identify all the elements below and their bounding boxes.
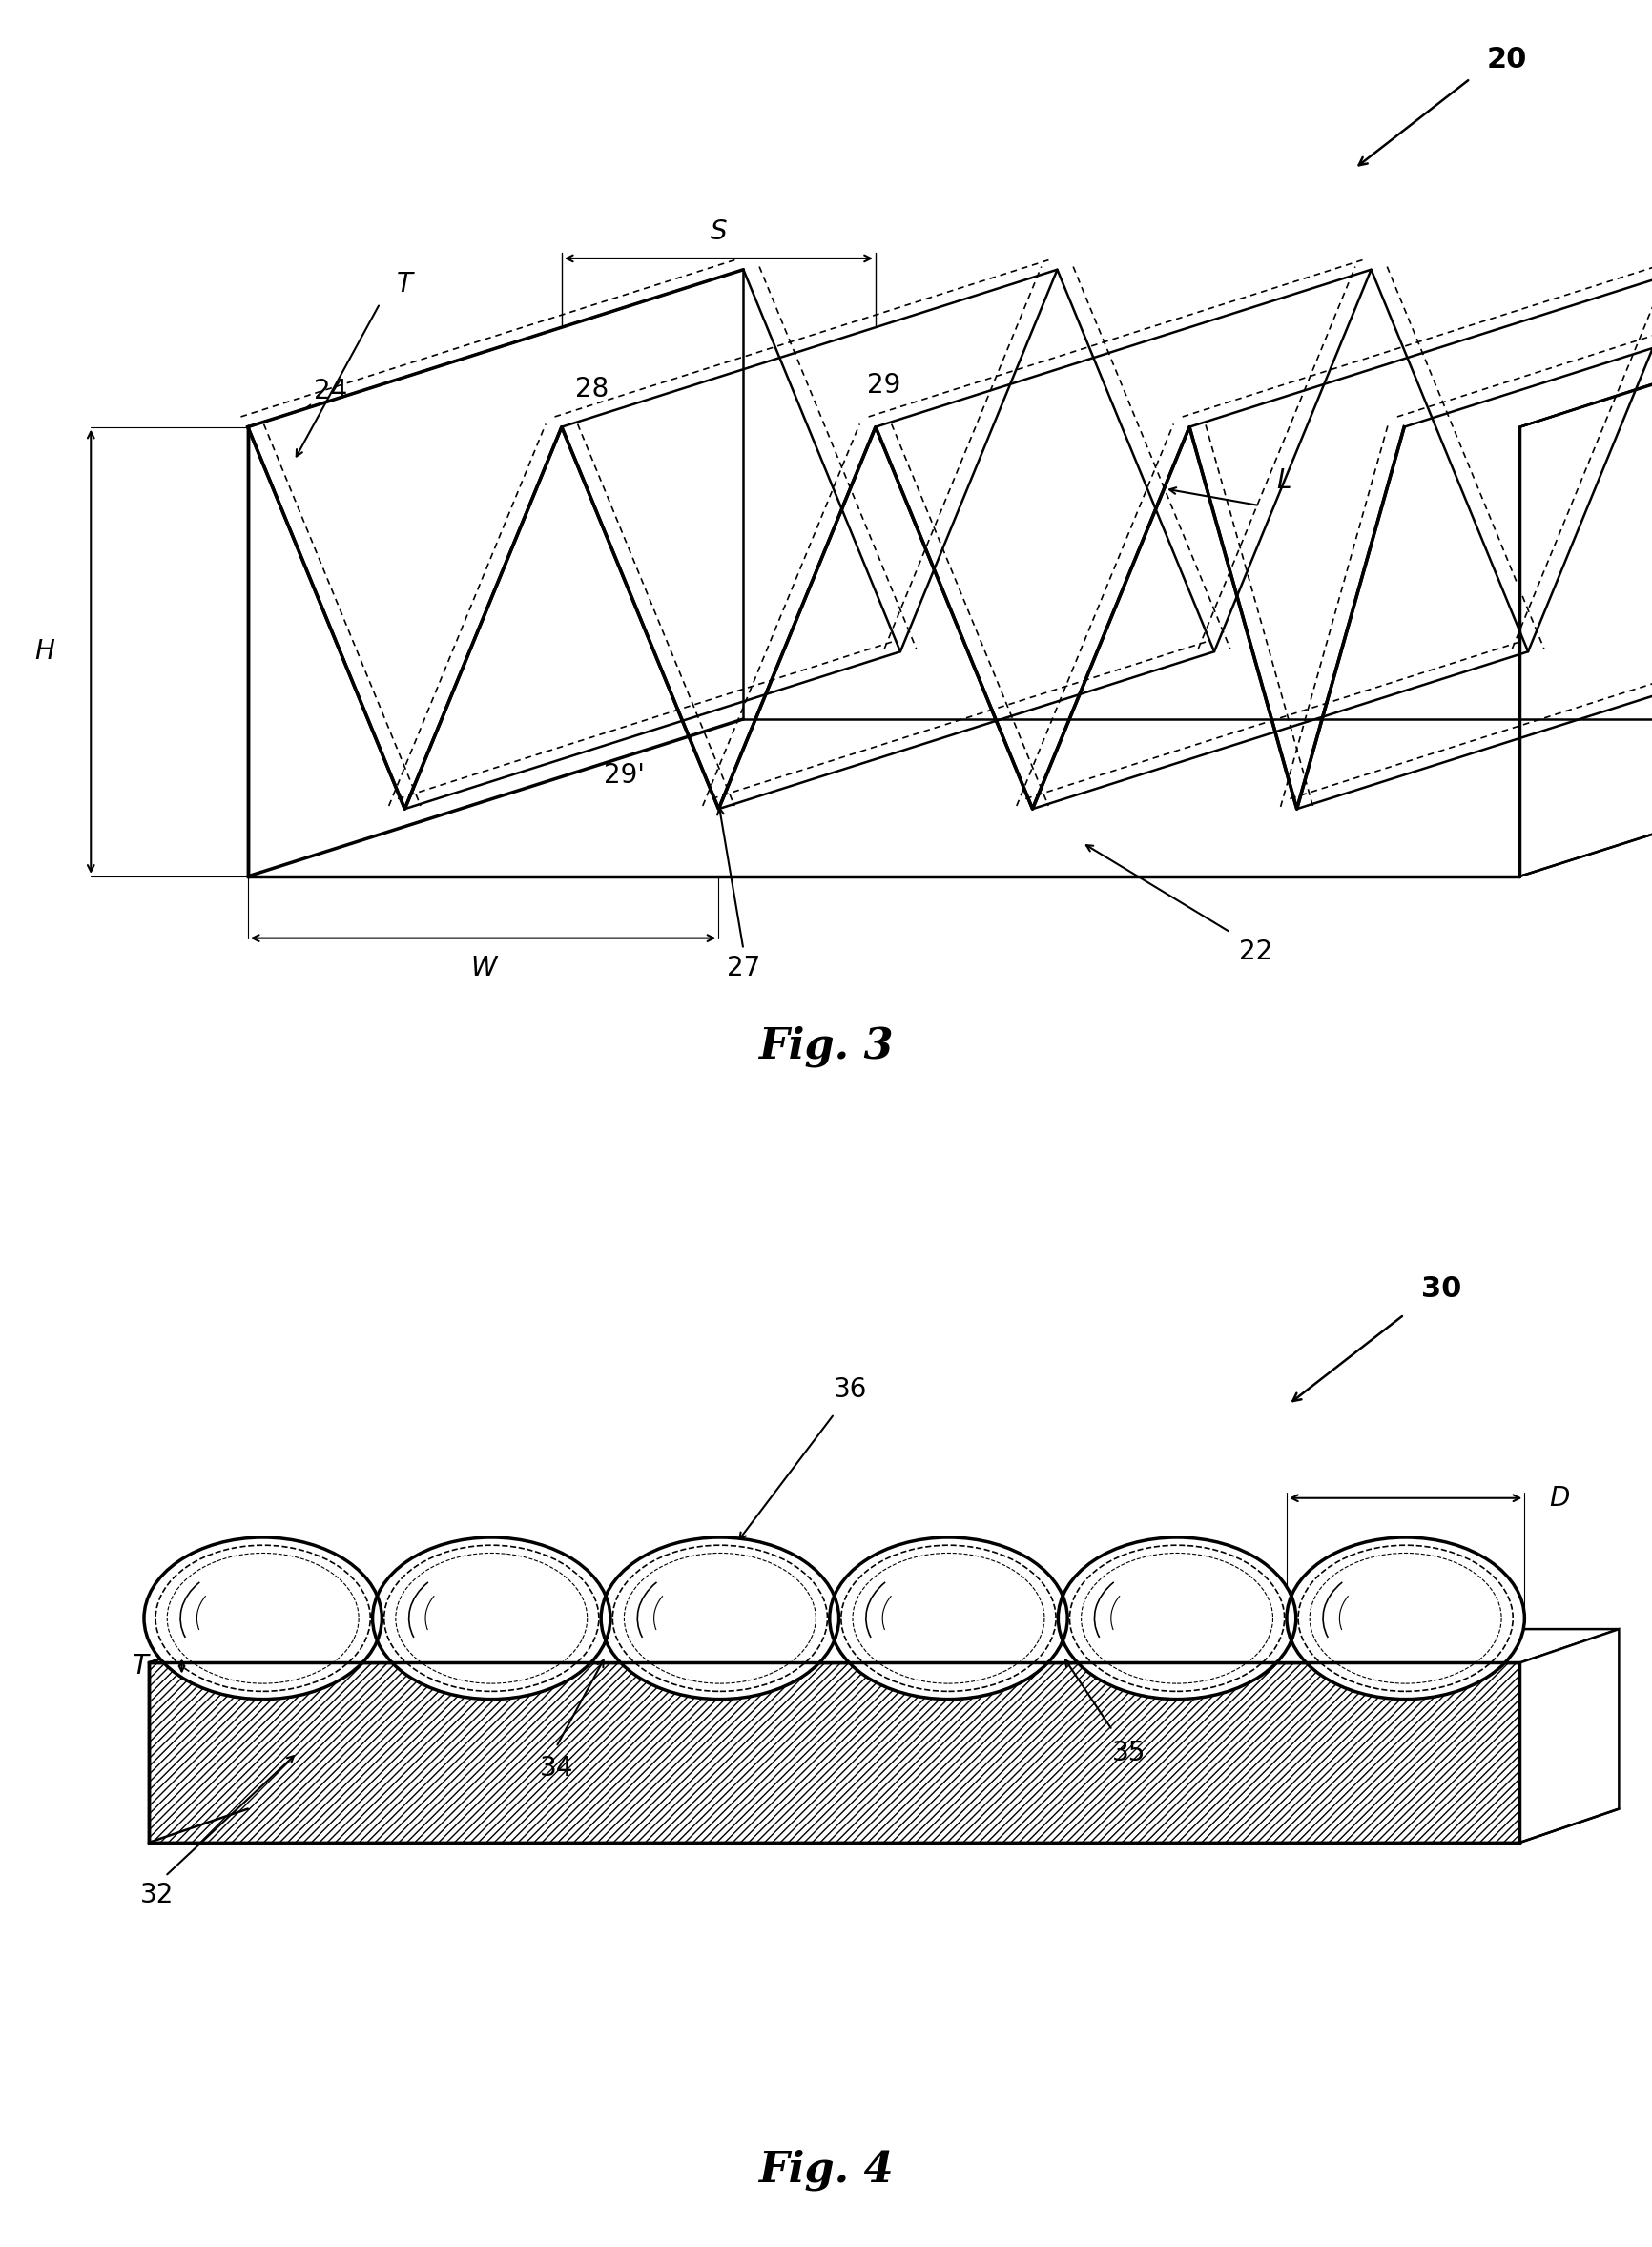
Text: T: T: [396, 272, 413, 297]
Circle shape: [829, 1537, 1067, 1699]
Polygon shape: [1189, 427, 1404, 876]
Polygon shape: [149, 1629, 1619, 1663]
Text: 32: 32: [140, 1883, 173, 1908]
Text: 36: 36: [834, 1375, 867, 1402]
Circle shape: [1287, 1537, 1525, 1699]
Polygon shape: [248, 270, 900, 809]
Polygon shape: [1520, 270, 1652, 876]
Polygon shape: [876, 427, 1189, 876]
Polygon shape: [248, 427, 562, 876]
Text: D: D: [1550, 1485, 1569, 1512]
Text: 20: 20: [1487, 45, 1526, 72]
Polygon shape: [876, 270, 1528, 809]
Polygon shape: [1032, 270, 1652, 809]
Text: 30: 30: [1421, 1276, 1460, 1303]
Circle shape: [601, 1537, 839, 1699]
Polygon shape: [1189, 270, 1652, 809]
Polygon shape: [1297, 270, 1652, 809]
Polygon shape: [562, 270, 1214, 809]
Circle shape: [1057, 1537, 1295, 1699]
Text: W: W: [471, 955, 496, 982]
Text: Fig. 3: Fig. 3: [758, 1027, 894, 1067]
Text: 28: 28: [575, 375, 608, 402]
Text: 27: 27: [727, 955, 760, 982]
Text: Fig. 4: Fig. 4: [758, 2150, 894, 2191]
Polygon shape: [743, 652, 1652, 719]
Polygon shape: [1520, 1629, 1619, 1843]
Circle shape: [144, 1537, 382, 1699]
Circle shape: [372, 1537, 610, 1699]
Polygon shape: [405, 270, 1057, 809]
Text: H: H: [35, 638, 55, 665]
Text: S: S: [710, 218, 727, 245]
Text: 34: 34: [539, 1755, 573, 1782]
Polygon shape: [562, 427, 876, 876]
Text: T: T: [132, 1654, 149, 1679]
Polygon shape: [149, 1663, 1520, 1843]
Text: 29: 29: [867, 373, 900, 400]
Text: 29': 29': [603, 762, 644, 789]
Text: L: L: [1275, 467, 1290, 494]
Polygon shape: [248, 809, 1520, 876]
Polygon shape: [719, 270, 1371, 809]
Text: 24: 24: [314, 377, 347, 404]
Text: 35: 35: [1112, 1739, 1146, 1766]
Text: 22: 22: [1239, 939, 1272, 964]
